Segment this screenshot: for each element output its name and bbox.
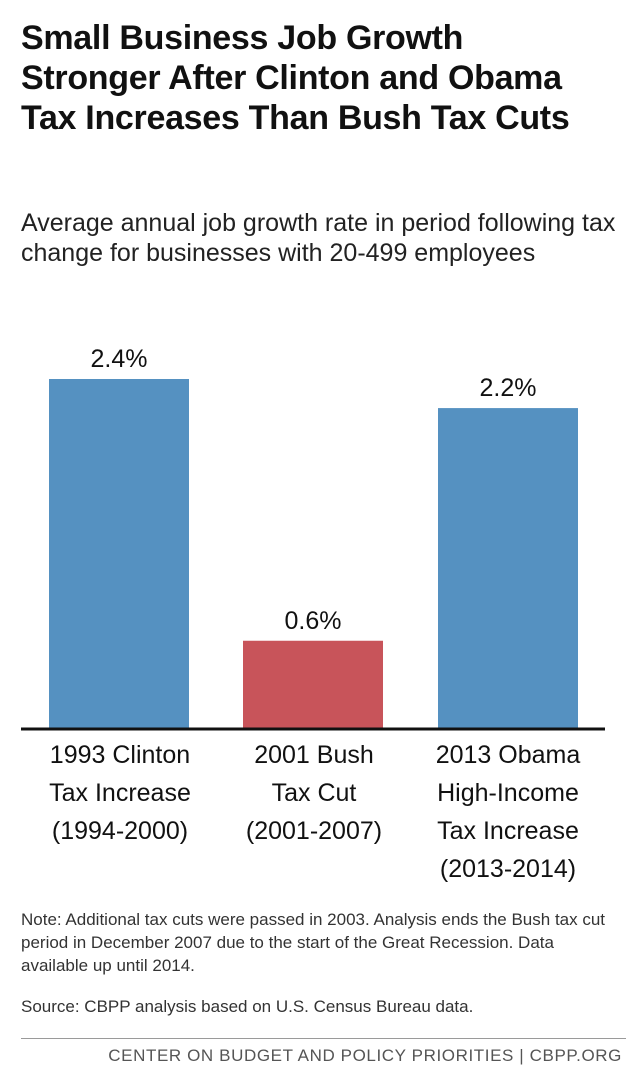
bar-clinton	[49, 379, 189, 728]
data-label-bush: 0.6%	[285, 607, 342, 635]
data-label-obama: 2.2%	[480, 374, 537, 402]
chart-source: Source: CBPP analysis based on U.S. Cens…	[21, 997, 474, 1016]
bar-chart: 2.4% 0.6% 2.2%	[21, 345, 605, 731]
chart-subtitle: Average annual job growth rate in period…	[21, 209, 616, 267]
bar-obama	[438, 408, 578, 728]
category-label-obama: 2013 Obama High-Income Tax Increase (201…	[435, 741, 581, 883]
category-label-clinton: 1993 Clinton Tax Increase (1994-2000)	[49, 741, 191, 845]
footer-credit: CENTER ON BUDGET AND POLICY PRIORITIES |…	[108, 1046, 622, 1065]
category-label-bush: 2001 Bush Tax Cut (2001-2007)	[245, 741, 383, 845]
chart-note: Note: Additional tax cuts were passed in…	[21, 910, 606, 975]
footer-divider	[21, 1038, 626, 1039]
bar-bush	[243, 640, 383, 728]
chart-title: Small Business Job Growth Stronger After…	[21, 19, 570, 137]
data-label-clinton: 2.4%	[91, 345, 148, 373]
